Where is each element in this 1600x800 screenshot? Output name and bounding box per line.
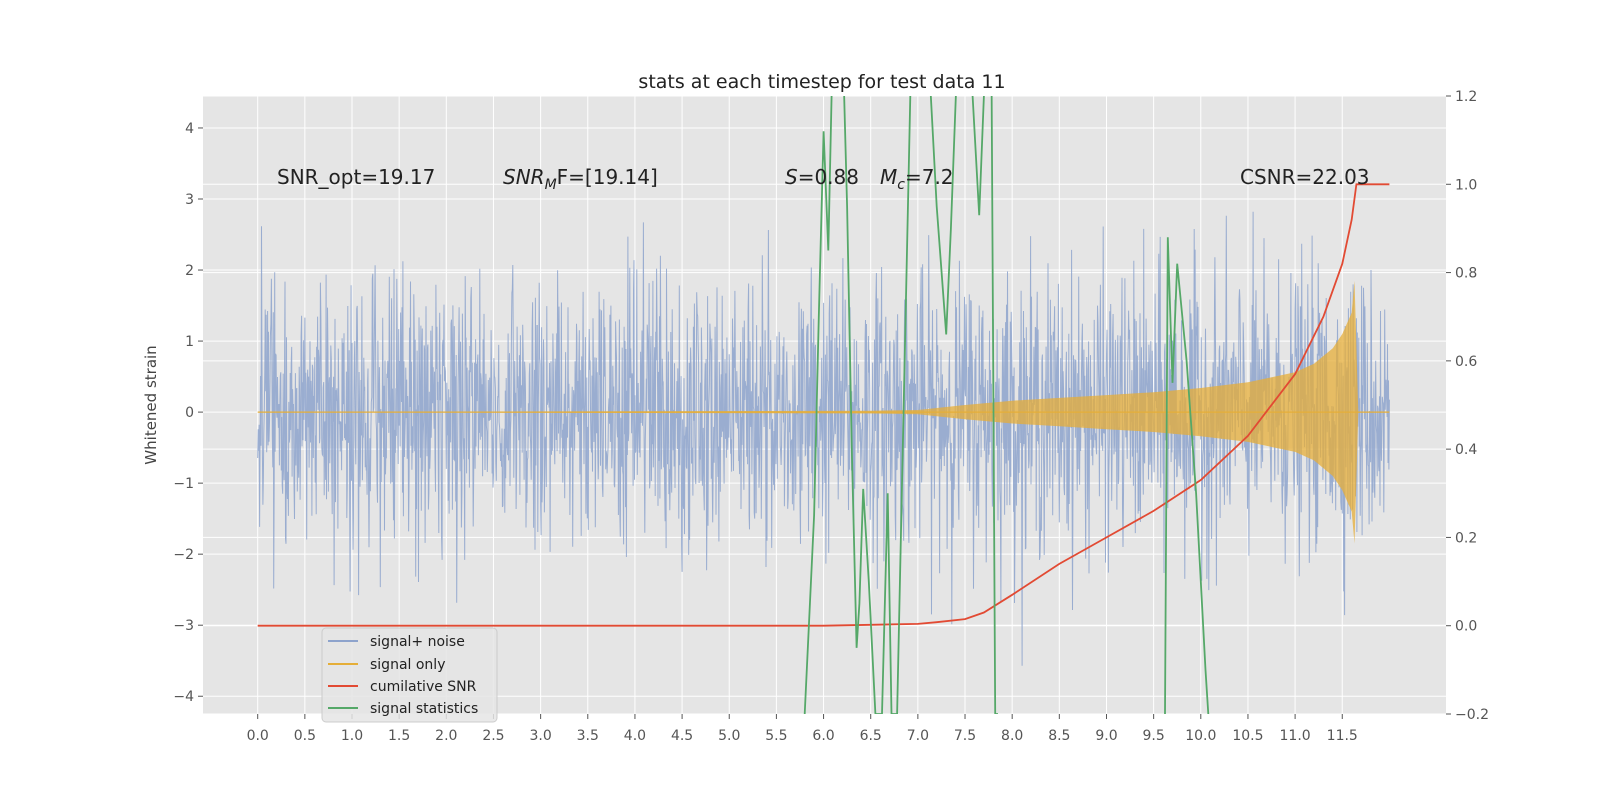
plot-area bbox=[257, 96, 1390, 714]
y2-tick-label: 0.8 bbox=[1455, 266, 1477, 282]
y-axis-label: Whitened strain bbox=[142, 345, 160, 464]
grid bbox=[203, 95, 1446, 715]
x-tick-label: 3.0 bbox=[529, 728, 551, 744]
y2-tick-label: 0.2 bbox=[1455, 530, 1477, 546]
y-tick-label: 1 bbox=[185, 334, 194, 350]
y-tick-label: 3 bbox=[185, 192, 194, 208]
x-tick-label: 0.0 bbox=[247, 728, 269, 744]
y-tick-label: 4 bbox=[185, 121, 194, 137]
y-tick-label: −3 bbox=[173, 618, 194, 634]
legend-box bbox=[321, 627, 498, 723]
y2-tick-label: 0.6 bbox=[1455, 354, 1477, 370]
y2-tick-label: 0.0 bbox=[1455, 619, 1477, 635]
annotation-snr-mf-sub: M bbox=[545, 177, 557, 193]
y-tick-label: 2 bbox=[185, 263, 194, 279]
annotation-mc: Mc=7.2 bbox=[880, 165, 954, 193]
x-tick-label: 8.0 bbox=[1001, 728, 1023, 744]
axes: 0.0 0.5 1.0 1.5 2.0 2.5 3.0 3.5 4.0 4.5 5.0 5.5 6.0 6… bbox=[173, 89, 1489, 744]
x-tick-label: 0.5 bbox=[294, 728, 316, 744]
x-tick-label: 4.5 bbox=[671, 728, 693, 744]
y2-tick-label: 1.0 bbox=[1455, 177, 1477, 193]
series-signal-noise bbox=[257, 211, 1390, 666]
x-tick-label: 1.0 bbox=[341, 728, 363, 744]
annotation-snr-mf: SNRMF=[19.14] bbox=[503, 165, 658, 193]
y-tick-label: −1 bbox=[173, 476, 194, 492]
x-tick-label: 10.5 bbox=[1232, 728, 1263, 744]
x-tick-label: 2.0 bbox=[435, 728, 457, 744]
x-tick-label: 5.5 bbox=[765, 728, 787, 744]
x-tick-label: 3.5 bbox=[577, 728, 599, 744]
y-tick-label: −4 bbox=[173, 689, 194, 705]
x-tick-label: 10.0 bbox=[1185, 728, 1216, 744]
x-tick-label: 7.5 bbox=[954, 728, 976, 744]
x-tick-label: 4.0 bbox=[624, 728, 646, 744]
x-tick-label: 6.0 bbox=[812, 728, 834, 744]
y2-tick-label: 1.2 bbox=[1455, 89, 1477, 105]
annotation-snr-mf-main: SNR bbox=[503, 165, 545, 189]
x-tick-label: 2.5 bbox=[482, 728, 504, 744]
x-tick-label: 9.0 bbox=[1095, 728, 1117, 744]
legend-label-signal-statistics: signal statistics bbox=[370, 701, 478, 717]
x-tick-label: 11.0 bbox=[1280, 728, 1311, 744]
annotation-mc-label: M bbox=[880, 165, 897, 189]
x-tick-label: 8.5 bbox=[1048, 728, 1070, 744]
x-tick-label: 7.0 bbox=[907, 728, 929, 744]
annotation-s-label: S bbox=[785, 165, 798, 189]
y-tick-label: −2 bbox=[173, 547, 194, 563]
x-tick-label: 5.0 bbox=[718, 728, 740, 744]
series-cumulative-snr bbox=[257, 183, 1390, 627]
x-tick-label: 6.5 bbox=[860, 728, 882, 744]
series-signal-statistics bbox=[803, 96, 1210, 714]
annotation-snr-mf-value: F=[19.14] bbox=[557, 165, 658, 189]
annotation-mc-value: =7.2 bbox=[905, 165, 954, 189]
y2-tick-label: −0.2 bbox=[1455, 707, 1489, 723]
annotation-mc-sub: c bbox=[897, 177, 905, 193]
legend-label-signal-only: signal only bbox=[370, 657, 445, 673]
x-tick-label: 1.5 bbox=[388, 728, 410, 744]
annotation-csnr: CSNR=22.03 bbox=[1240, 165, 1370, 189]
legend: signal+ noise signal only cumilative SNR… bbox=[321, 627, 498, 723]
annotation-snr-opt: SNR_opt=19.17 bbox=[277, 165, 435, 189]
y-tick-label: 0 bbox=[185, 405, 194, 421]
annotation-s: S=0.88 bbox=[785, 165, 859, 189]
legend-label-signal-noise: signal+ noise bbox=[370, 634, 465, 650]
x-tick-label: 9.5 bbox=[1143, 728, 1165, 744]
chart-title: stats at each timestep for test data 11 bbox=[638, 71, 1005, 93]
legend-label-cumulative-snr: cumilative SNR bbox=[370, 679, 477, 695]
x-tick-label: 11.5 bbox=[1327, 728, 1358, 744]
annotation-s-value: =0.88 bbox=[798, 165, 859, 189]
y2-tick-label: 0.4 bbox=[1455, 442, 1477, 458]
